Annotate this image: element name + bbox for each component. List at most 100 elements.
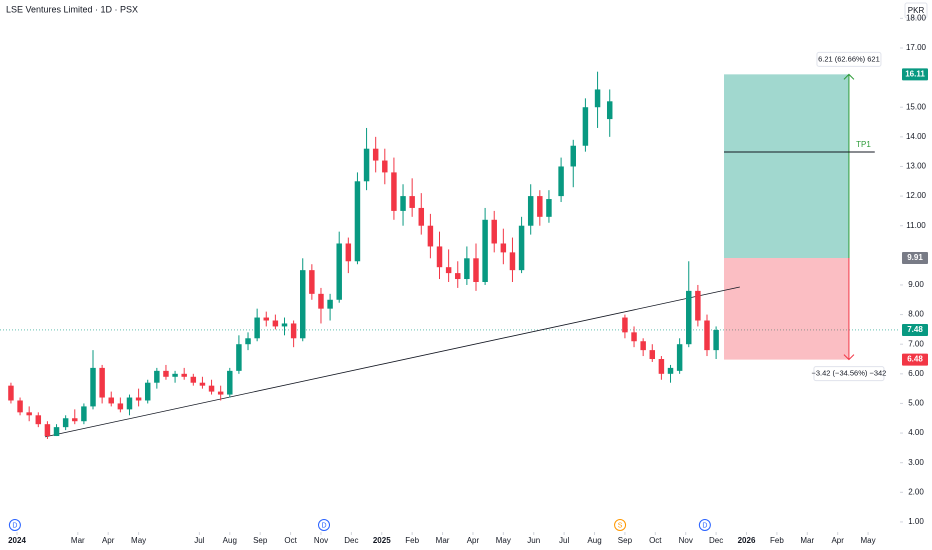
x-tick-label: Jun: [527, 536, 540, 545]
y-tick-label: 14.00: [906, 132, 927, 141]
target-zone: [724, 74, 849, 259]
candle-body: [254, 317, 260, 339]
x-tick-label: Jul: [559, 536, 569, 545]
candle-body: [345, 243, 352, 262]
candle-body: [181, 373, 187, 377]
event-label: D: [12, 522, 17, 529]
tp1-label: TP1: [856, 140, 871, 149]
x-tick-label: Mar: [71, 536, 85, 545]
candle-body: [537, 196, 543, 217]
x-tick-label: May: [861, 536, 876, 545]
x-tick-label: Feb: [770, 536, 784, 545]
candle-body: [594, 89, 601, 108]
candle-body: [473, 258, 479, 282]
candle-body: [676, 344, 683, 371]
x-tick-label: Aug: [587, 536, 601, 545]
stop-label: −3.42 (−34.56%) −342: [812, 369, 887, 378]
candle-body: [62, 418, 69, 428]
x-tick-label: 2025: [373, 536, 391, 545]
y-tick-label: 18.00: [906, 13, 927, 22]
candle-body: [695, 290, 701, 321]
x-tick-label: Mar: [436, 536, 450, 545]
candle-body: [658, 359, 665, 374]
candle-body: [8, 385, 14, 401]
stop-arrowhead: [843, 354, 855, 361]
y-tick-label: 12.00: [906, 191, 927, 200]
candle-body: [172, 373, 178, 377]
x-tick-label: Feb: [405, 536, 419, 545]
y-tick-label: 13.00: [906, 162, 927, 171]
x-tick-label: Mar: [800, 536, 814, 545]
candle-body: [686, 290, 692, 345]
event-marker: [614, 519, 627, 531]
candle-body: [409, 196, 415, 208]
trendline: [44, 286, 740, 438]
currency: PKR: [908, 6, 925, 15]
candle-body: [163, 370, 169, 377]
x-tick-label: Oct: [649, 536, 662, 545]
x-tick-label: 2026: [738, 536, 756, 545]
candle-body: [81, 406, 87, 422]
candle-body: [309, 270, 315, 294]
candle-body: [99, 367, 105, 398]
event-marker: [698, 519, 711, 531]
event-marker: [318, 519, 331, 531]
target-label: 6.21 (62.66%) 621: [818, 54, 880, 63]
y-tick-label: 3.00: [908, 458, 924, 467]
target-arrowhead: [843, 73, 855, 80]
chart-title: LSE Ventures Limited · 1D · PSX: [6, 4, 138, 14]
y-tick-label: 15.00: [906, 102, 927, 111]
stop-tag: 6.48: [907, 355, 923, 364]
entry-tag-box: [902, 252, 928, 265]
candle-body: [667, 367, 674, 374]
candle-body: [199, 382, 206, 386]
candle-body: [217, 391, 224, 395]
x-tick-label: Sep: [618, 536, 633, 545]
y-tick-label: 6.00: [908, 369, 924, 378]
stop-tag-box: [902, 353, 928, 366]
candle-body: [500, 243, 507, 253]
x-tick-label: Jul: [194, 536, 204, 545]
candle-body: [44, 424, 51, 437]
x-tick-label: Dec: [709, 536, 723, 545]
candle-body: [455, 273, 461, 280]
stop-label-box: [813, 366, 885, 382]
x-tick-label: Nov: [314, 536, 328, 545]
x-tick-label: May: [131, 536, 146, 545]
candle-body: [126, 397, 133, 410]
candle-body: [546, 199, 552, 217]
candle-body: [363, 148, 370, 182]
candle-body: [649, 350, 656, 360]
candle-body: [17, 400, 23, 413]
candle-body: [482, 219, 488, 282]
y-tick-label: 8.00: [908, 310, 924, 319]
candle-body: [327, 299, 333, 309]
candle-body: [382, 160, 388, 173]
y-tick-label: 17.00: [906, 43, 927, 52]
candle-body: [190, 376, 197, 383]
y-tick-label: 5.00: [908, 399, 924, 408]
y-tick-label: 1.00: [908, 517, 924, 526]
candle-body: [208, 385, 215, 392]
candle-body: [372, 148, 379, 161]
candle-body: [53, 427, 60, 437]
candle-body: [263, 317, 269, 321]
target-tag-box: [902, 68, 928, 81]
last-price-tag: 7.48: [907, 325, 923, 334]
currency-box: [904, 2, 928, 19]
candle-body: [300, 270, 306, 339]
x-tick-label: Apr: [467, 536, 480, 545]
candle-body: [90, 367, 96, 407]
x-tick-label: Apr: [102, 536, 115, 545]
candle-body: [464, 258, 470, 280]
y-tick-label: 4.00: [908, 428, 924, 437]
x-tick-label: 2024: [8, 536, 26, 545]
candle-body: [704, 320, 710, 351]
candle-body: [582, 107, 589, 146]
candle-body: [117, 403, 124, 410]
candle-body: [570, 145, 576, 167]
candle-body: [135, 397, 142, 401]
candle-body: [245, 338, 251, 345]
x-tick-label: Dec: [344, 536, 358, 545]
